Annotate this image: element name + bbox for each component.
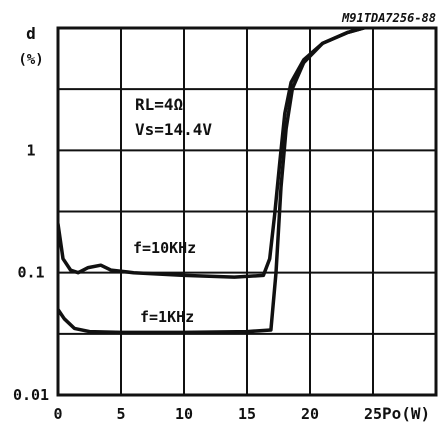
x-tick-label: 0 <box>53 405 62 423</box>
annotation-supply: Vs=14.4V <box>135 120 212 139</box>
series-label-1khz: f=1KHz <box>140 308 194 326</box>
series-line-0 <box>58 28 371 279</box>
x-tick-label: 10 <box>175 405 193 423</box>
figure-code: M91TDA7256-88 <box>341 11 436 25</box>
grid <box>58 28 436 395</box>
y-tick-label: 0.1 <box>17 264 44 282</box>
plot-frame <box>56 26 438 397</box>
y-tick-label: 0.01 <box>13 386 49 404</box>
annotation-load: RL=4Ω <box>135 95 183 114</box>
x-tick-label: 5 <box>116 405 125 423</box>
x-axis-label: Po(W) <box>382 404 430 423</box>
y-axis-label: d <box>26 24 36 43</box>
y-tick-label: 1 <box>26 141 35 159</box>
x-tick-label: 15 <box>238 405 256 423</box>
y-axis-unit: (%) <box>18 52 43 68</box>
series-label-10khz: f=10KHz <box>133 239 196 257</box>
axes: 0 5 10 15 20 25 1 0.1 0.01 <box>13 26 438 423</box>
series-line-1 <box>58 28 371 335</box>
series-lines <box>58 28 371 335</box>
x-tick-label: 25 <box>364 405 382 423</box>
x-tick-label: 20 <box>301 405 319 423</box>
